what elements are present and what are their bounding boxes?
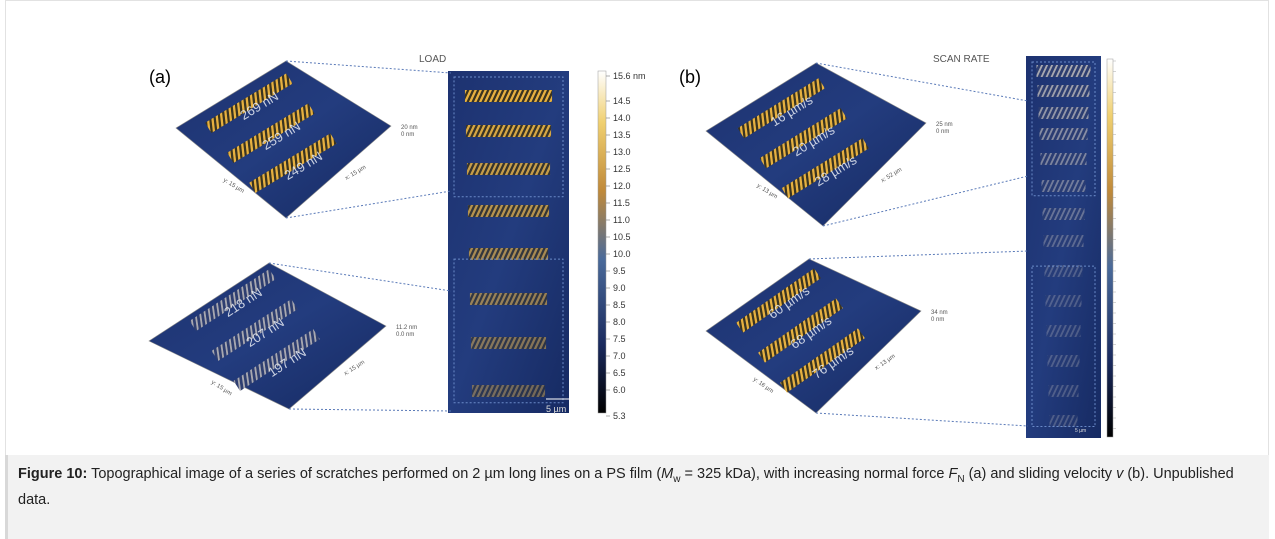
panel-letter: (a) bbox=[149, 67, 171, 87]
colorbar-label: 14.5 bbox=[613, 96, 631, 106]
colorbar-label: 11.0 bbox=[613, 215, 630, 225]
axis-label: x: 13 µm bbox=[874, 353, 896, 371]
colorbar-label: 8.0 bbox=[613, 317, 626, 327]
scratch bbox=[1038, 85, 1090, 97]
colorbar-label: 7.5 bbox=[613, 334, 626, 344]
caption-text: Topographical image of a series of scrat… bbox=[87, 466, 661, 482]
colorbar bbox=[598, 71, 606, 413]
colorbar-label: 12.5 bbox=[613, 164, 631, 174]
images bbox=[149, 56, 1116, 438]
scratch bbox=[468, 205, 549, 217]
axis-label: y: 15 µm bbox=[210, 380, 233, 398]
colorbar-label: 6.0 bbox=[613, 385, 626, 395]
scratch bbox=[1050, 415, 1078, 427]
zoom-line bbox=[809, 251, 1028, 259]
scratch bbox=[1042, 180, 1086, 192]
caption-symbol: F bbox=[948, 466, 957, 482]
colorbar-label: 5.3 bbox=[613, 411, 626, 421]
colorbar-label: 6.5 bbox=[613, 368, 626, 378]
colorbar-label: 9.0 bbox=[613, 283, 626, 293]
scratch bbox=[1039, 107, 1089, 119]
colorbar-label: 7.0 bbox=[613, 351, 626, 361]
scale-bar-label: 5 µm bbox=[546, 404, 566, 414]
scratch bbox=[1047, 325, 1081, 337]
panel-letter: (b) bbox=[679, 67, 701, 87]
scratch bbox=[1049, 385, 1079, 397]
scratch bbox=[1043, 208, 1085, 220]
scratch bbox=[466, 125, 551, 137]
z-label: 0 nm bbox=[936, 129, 949, 135]
scratch bbox=[1044, 235, 1084, 247]
axis-label: x: 52 µm bbox=[880, 167, 903, 184]
z-label: 20 nm bbox=[401, 125, 418, 131]
axis-label: x: 15 µm bbox=[344, 165, 367, 182]
colorbar-label: 10.0 bbox=[613, 249, 631, 259]
colorbar-label: 14.0 bbox=[613, 113, 631, 123]
caption-subscript: N bbox=[957, 474, 964, 485]
colorbar-label: 8.5 bbox=[613, 300, 626, 310]
axis-label: x: 15 µm bbox=[343, 360, 366, 378]
z-label: 0 nm bbox=[401, 132, 414, 138]
scratch bbox=[467, 163, 550, 175]
colorbar-label: 10.5 bbox=[613, 232, 631, 242]
scratch bbox=[1037, 65, 1091, 77]
colorbar-label: 11.5 bbox=[613, 198, 630, 208]
colorbar-label: 15.6 nm bbox=[613, 71, 646, 81]
scratch bbox=[1048, 355, 1080, 367]
caption-symbol: M bbox=[661, 466, 673, 482]
scratch bbox=[469, 248, 548, 260]
z-label: 0.0 nm bbox=[396, 332, 414, 338]
scratch bbox=[1040, 128, 1088, 140]
figure-graphic: (a) LOAD (b) SCAN RATE 5 µm 5 µm 269 nN2… bbox=[6, 1, 1268, 456]
z-label: 25 nm bbox=[936, 122, 953, 128]
scratch bbox=[465, 90, 552, 102]
scale-bar-label: 5 µm bbox=[1075, 428, 1086, 434]
zoom-line bbox=[289, 409, 451, 411]
panel-title: SCAN RATE bbox=[933, 54, 990, 65]
caption-label: Figure 10: bbox=[18, 466, 87, 482]
caption-text: = 325 kDa), with increasing normal force bbox=[681, 466, 949, 482]
z-label: 34 nm bbox=[931, 310, 948, 316]
colorbar-label: 9.5 bbox=[613, 266, 626, 276]
caption: Figure 10: Topographical image of a seri… bbox=[5, 455, 1269, 539]
colorbar-label: 12.0 bbox=[613, 181, 631, 191]
caption-text: (a) and sliding velocity bbox=[965, 466, 1117, 482]
panel-title: LOAD bbox=[419, 54, 446, 65]
page: (a) LOAD (b) SCAN RATE 5 µm 5 µm 269 nN2… bbox=[0, 0, 1275, 539]
z-label: 0 nm bbox=[931, 317, 944, 323]
scratch bbox=[1041, 153, 1087, 165]
scratch bbox=[1046, 295, 1082, 307]
scratch bbox=[470, 293, 547, 305]
colorbar-label: 13.5 bbox=[613, 130, 631, 140]
scratch bbox=[471, 337, 546, 349]
colorbar bbox=[1107, 59, 1113, 437]
scratch bbox=[472, 385, 545, 397]
scratch bbox=[1045, 265, 1083, 277]
caption-subscript: w bbox=[673, 474, 680, 485]
zoom-line bbox=[816, 413, 1028, 426]
colorbar-label: 13.0 bbox=[613, 147, 631, 157]
afm-image bbox=[448, 71, 569, 413]
z-label: 11.2 nm bbox=[396, 325, 417, 331]
